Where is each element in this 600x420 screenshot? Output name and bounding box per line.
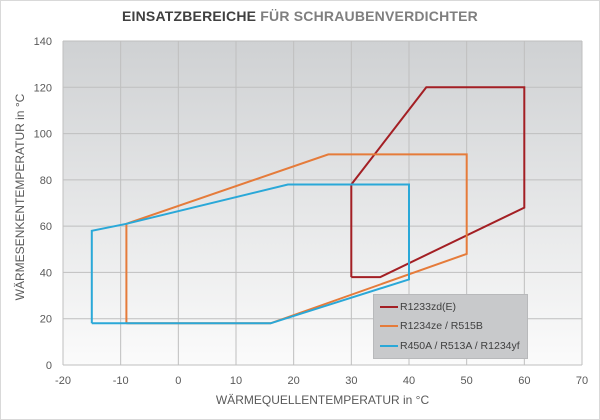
chart-title: EINSATZBEREICHE FÜR SCHRAUBENVERDICHTER: [0, 8, 600, 24]
legend-label: R1234ze / R515B: [400, 320, 483, 332]
x-tick-label: 10: [230, 375, 242, 387]
legend-swatch-blue: [380, 345, 398, 347]
x-tick-label: 70: [576, 375, 588, 387]
series-line: [90, 183, 410, 325]
tick-labels: -20 -10 0 10 20 30 40 50 60 70 0 20 40 60 80 100 120 140: [34, 36, 588, 387]
y-tick-label: 40: [40, 267, 52, 279]
legend: R1233zd(E) R1234ze / R515B R450A / R513A…: [373, 294, 528, 359]
x-tick-label: 0: [175, 375, 181, 387]
y-tick-label: 20: [40, 314, 52, 326]
x-axis-label: WÄRMEQUELLENTEMPERATUR in °C: [215, 393, 430, 407]
x-tick-label: 40: [403, 375, 415, 387]
x-tick-label: -20: [55, 375, 71, 387]
legend-swatch-orange: [380, 325, 398, 327]
chart-title-part1: EINSATZBEREICHE: [121, 8, 257, 24]
y-tick-label: 80: [40, 175, 52, 187]
y-tick-label: 140: [34, 36, 52, 48]
legend-swatch-red: [380, 306, 398, 308]
y-tick-label: 0: [46, 360, 52, 372]
legend-item: R1234ze / R515B: [380, 318, 483, 334]
x-tick-label: -10: [113, 375, 129, 387]
y-tick-label: 120: [34, 82, 52, 94]
x-tick-label: 30: [345, 375, 357, 387]
y-axis-label: WÄRMESENKENTEMPERATUR in °C: [13, 93, 27, 301]
legend-item: R450A / R513A / R1234yf: [380, 338, 520, 354]
y-tick-label: 60: [40, 221, 52, 233]
y-tick-label: 100: [34, 129, 52, 141]
series-group: [90, 86, 526, 325]
x-tick-label: 60: [518, 375, 530, 387]
legend-label: R450A / R513A / R1234yf: [400, 340, 520, 352]
x-tick-label: 20: [288, 375, 300, 387]
chart-title-part2: FÜR SCHRAUBENVERDICHTER: [256, 8, 478, 24]
x-tick-label: 50: [461, 375, 473, 387]
legend-item: R1233zd(E): [380, 299, 456, 315]
legend-label: R1233zd(E): [400, 301, 457, 313]
